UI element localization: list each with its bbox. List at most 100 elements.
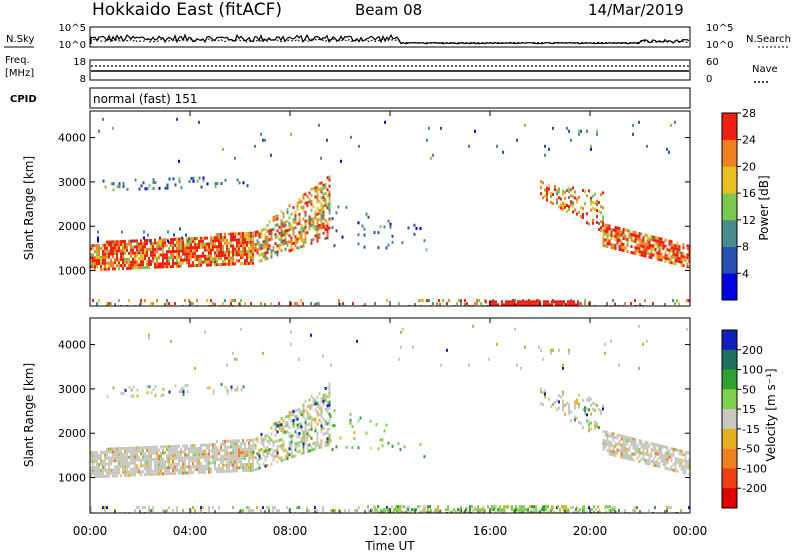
echo-cell — [258, 244, 261, 248]
echo-cell — [218, 263, 220, 267]
noise-left-tick-bottom: 10^0 — [59, 40, 86, 51]
echo-cell — [632, 233, 635, 237]
echo-cell — [232, 259, 234, 263]
echo-cell — [608, 449, 611, 453]
echo-cell — [288, 222, 291, 226]
echo-cell — [218, 467, 220, 471]
echo-cell — [298, 221, 301, 225]
echo-cell — [568, 351, 570, 355]
echo-cell — [204, 467, 206, 471]
echo-cell — [106, 468, 108, 472]
echo-cell — [680, 509, 682, 513]
echo-cell — [94, 475, 96, 479]
echo-cell — [477, 505, 479, 509]
echo-cell — [598, 210, 600, 214]
echo-cell — [194, 450, 196, 454]
echo-cell — [254, 444, 257, 447]
echo-cell — [326, 440, 329, 444]
echo-cell — [558, 187, 560, 191]
echo-cell — [278, 509, 280, 513]
echo-cell — [234, 463, 236, 467]
echo-cell — [156, 445, 158, 449]
echo-cell — [178, 459, 180, 463]
echo-cell — [374, 302, 376, 306]
echo-cell — [244, 451, 246, 454]
echo-cell — [542, 391, 544, 395]
echo-cell — [204, 458, 206, 462]
echo-cell — [234, 388, 237, 392]
echo-cell — [415, 508, 417, 512]
echo-cell — [242, 232, 244, 236]
echo-cell — [395, 508, 397, 512]
echo-cell — [479, 511, 481, 513]
echo-cell — [306, 429, 309, 433]
echo-cell — [306, 432, 309, 436]
echo-cell — [122, 264, 124, 267]
echo-cell — [182, 459, 184, 463]
echo-cell — [298, 425, 301, 429]
echo-cell — [252, 234, 254, 238]
echo-cell — [624, 444, 627, 448]
echo-cell — [162, 241, 164, 245]
echo-cell — [126, 248, 128, 252]
echo-cell — [322, 216, 325, 220]
echo-cell — [202, 179, 205, 183]
echo-cell — [96, 259, 98, 263]
echo-cell — [182, 252, 184, 256]
echo-cell — [114, 474, 116, 478]
y-tick-label: 4000 — [58, 339, 86, 352]
echo-cell — [98, 247, 100, 250]
echo-cell — [150, 259, 152, 263]
echo-cell — [314, 213, 317, 217]
echo-cell — [440, 363, 442, 367]
echo-cell — [110, 252, 112, 256]
echo-cell — [612, 432, 615, 436]
echo-cell — [260, 231, 263, 235]
echo-cell — [676, 244, 679, 248]
echo-cell — [202, 236, 204, 240]
echo-cell — [106, 474, 108, 478]
echo-cell — [250, 237, 252, 241]
echo-cell — [110, 249, 112, 253]
echo-cell — [134, 473, 136, 477]
echo-cell — [680, 467, 683, 471]
echo-cell — [164, 244, 166, 248]
echo-cell — [310, 223, 313, 227]
echo-cell — [594, 192, 596, 196]
echo-cell — [427, 511, 429, 513]
echo-cell — [596, 129, 598, 133]
echo-cell — [328, 418, 331, 422]
echo-cell — [407, 508, 409, 512]
echo-cell — [106, 471, 108, 475]
echo-cell — [90, 454, 92, 458]
echo-cell — [290, 245, 293, 249]
echo-cell — [550, 351, 552, 355]
echo-cell — [260, 438, 263, 442]
echo-cell — [628, 229, 631, 233]
echo-cell — [550, 348, 552, 352]
echo-cell — [543, 508, 545, 512]
echo-cell — [618, 239, 621, 242]
echo-cell — [234, 299, 236, 303]
echo-cell — [238, 439, 240, 443]
cpid-mode: normal (fast) 151 — [93, 92, 197, 106]
echo-cell — [224, 451, 226, 455]
echo-cell — [202, 260, 204, 264]
echo-cell — [216, 449, 218, 453]
echo-cell — [102, 179, 105, 183]
echo-cell — [258, 451, 261, 455]
echo-cell — [230, 388, 233, 392]
echo-cell — [328, 193, 331, 197]
echo-cell — [308, 449, 311, 453]
echo-cell — [212, 443, 214, 447]
echo-cell — [296, 408, 299, 412]
echo-cell — [118, 450, 120, 454]
echo-cell — [132, 449, 134, 453]
echo-cell — [268, 451, 271, 455]
echo-cell — [188, 456, 190, 460]
echo-cell — [236, 232, 238, 236]
echo-cell — [604, 232, 607, 236]
echo-cell — [192, 456, 194, 460]
echo-cell — [230, 457, 232, 461]
echo-cell — [632, 123, 634, 127]
